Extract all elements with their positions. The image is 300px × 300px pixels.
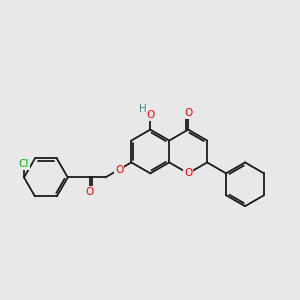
Text: O: O <box>184 168 192 178</box>
Text: H: H <box>139 104 146 114</box>
Text: O: O <box>146 110 154 120</box>
Text: O: O <box>115 164 123 175</box>
Text: Cl: Cl <box>19 159 29 169</box>
Text: O: O <box>85 187 94 196</box>
Text: O: O <box>184 108 192 118</box>
